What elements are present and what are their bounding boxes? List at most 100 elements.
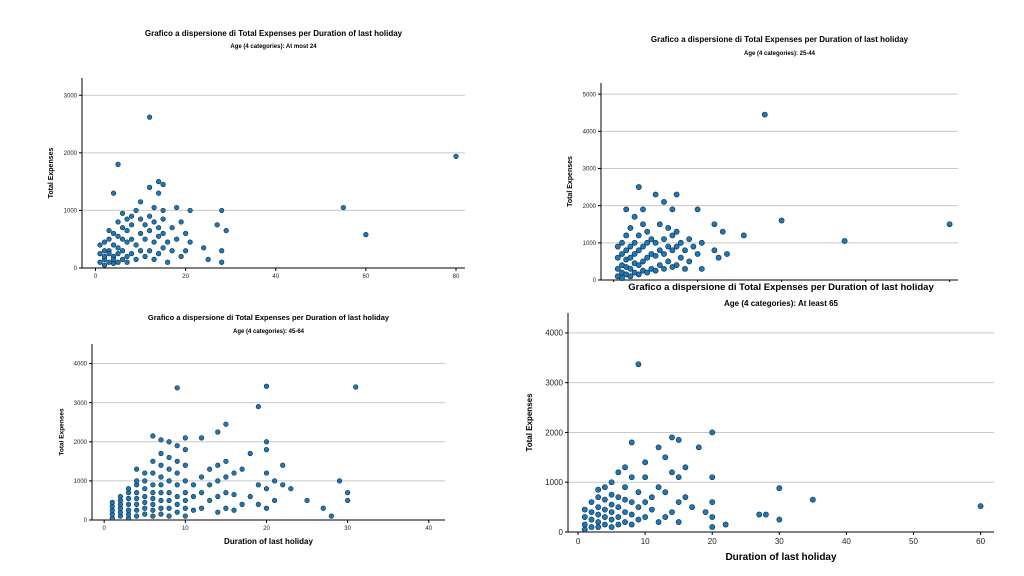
scatter-point [623, 232, 630, 239]
scatter-point [627, 273, 634, 280]
scatter-point [198, 435, 205, 441]
scatter-point [661, 199, 667, 205]
scatter-point [169, 225, 175, 231]
scatter-point [174, 470, 180, 476]
scatter-point [608, 524, 615, 530]
scatter-point [106, 251, 112, 257]
scatter-point [622, 496, 628, 503]
scatter-point [187, 239, 193, 245]
scatter-point [150, 501, 156, 507]
scatter-point [648, 236, 655, 243]
scatter-point [756, 511, 763, 518]
scatter-point [635, 262, 642, 269]
scatter-point [635, 184, 642, 190]
scatter-point [158, 482, 164, 488]
scatter-point [977, 503, 984, 510]
scatter-point [160, 207, 166, 214]
scatter-point [776, 485, 783, 492]
scatter-point [125, 495, 132, 502]
scatter-point [689, 504, 696, 511]
scatter-point [128, 213, 135, 219]
scatter-point [115, 259, 121, 265]
scatter-point [595, 486, 602, 493]
scatter-point [608, 501, 615, 508]
scatter-point [652, 252, 659, 259]
scatter-point [588, 509, 595, 515]
scatter-panel-45-64: Grafico a dispersione di Total Expenses … [0, 310, 500, 550]
scatter-point [615, 494, 622, 501]
scatter-point [662, 514, 669, 520]
y-tick-label: 2000 [74, 440, 88, 446]
y-axis-label: Total Expenses [48, 147, 55, 198]
scatter-point [151, 256, 157, 262]
scatter-point [166, 454, 172, 461]
scatter-point [255, 501, 261, 507]
scatter-point [134, 466, 140, 472]
scatter-point [622, 484, 628, 491]
y-tick-label: 3000 [545, 378, 563, 387]
scatter-point [724, 251, 730, 257]
scatter-point [133, 256, 139, 262]
scatter-point [183, 248, 189, 254]
scatter-point [627, 265, 634, 272]
scatter-point [223, 458, 229, 464]
scatter-point [156, 225, 162, 231]
scatter-point [588, 499, 595, 506]
scatter-point [215, 478, 221, 484]
scatter-panel-25-44: Grafico a dispersione di Total Expenses … [510, 30, 1022, 282]
scatter-point [715, 254, 722, 261]
scatter-point [134, 478, 140, 484]
x-tick-label: 40 [425, 526, 432, 532]
scatter-point [124, 239, 130, 245]
scatter-point [125, 486, 132, 492]
scatter-point [142, 486, 148, 492]
scatter-point [174, 385, 180, 391]
scatter-point [628, 511, 635, 518]
scatter-point [166, 466, 172, 472]
scatter-point [124, 259, 130, 265]
scatter-point [182, 447, 188, 453]
scatter-point [619, 239, 625, 246]
x-tick-label: 30 [344, 526, 351, 532]
scatter-point [656, 262, 663, 269]
scatter-point [117, 493, 124, 500]
scatter-point [644, 254, 651, 261]
scatter-point [709, 429, 716, 436]
scatter-point [97, 259, 103, 265]
scatter-point [661, 236, 667, 243]
scatter-point [174, 482, 180, 488]
scatter-point [776, 516, 783, 523]
scatter-point [263, 486, 270, 492]
scatter-point [231, 470, 237, 476]
scatter-point [628, 439, 635, 446]
scatter-point [142, 478, 148, 484]
scatter-point [669, 469, 675, 476]
y-tick-label: 0 [84, 518, 88, 524]
scatter-point [695, 444, 702, 451]
scatter-point [151, 219, 157, 225]
scatter-point [711, 221, 718, 228]
scatter-point [150, 482, 156, 488]
scatter-point [247, 450, 253, 457]
scatter-point [231, 491, 237, 498]
scatter-point [698, 239, 705, 246]
scatter-point [627, 243, 634, 250]
y-tick-label: 0 [593, 278, 597, 282]
scatter-point [219, 207, 225, 214]
scatter-point [231, 507, 237, 513]
scatter-point [119, 256, 126, 262]
scatter-point [453, 153, 459, 159]
scatter-point [263, 505, 270, 511]
x-tick-label: 40 [272, 274, 279, 280]
scatter-point [656, 221, 663, 228]
scatter-point [142, 499, 148, 505]
scatter-point [642, 474, 649, 481]
scatter-point [223, 505, 229, 511]
scatter-point [106, 227, 112, 234]
scatter-point [158, 437, 164, 443]
scatter-point [615, 521, 622, 528]
scatter-point [320, 505, 326, 511]
scatter-point [280, 482, 286, 488]
scatter-point [142, 505, 148, 511]
scatter-point [115, 161, 121, 167]
